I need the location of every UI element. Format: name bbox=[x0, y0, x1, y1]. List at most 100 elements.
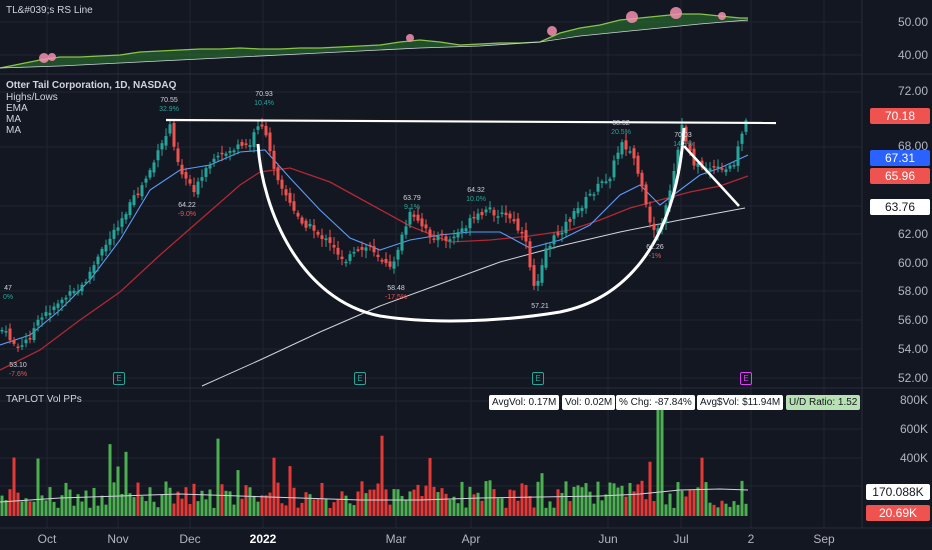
candle-body bbox=[516, 218, 520, 231]
pivot-annotation: 61.26 -1% bbox=[646, 244, 664, 260]
volume-bar bbox=[64, 482, 68, 516]
volume-bar bbox=[568, 501, 572, 516]
candle-body bbox=[396, 249, 400, 260]
time-axis-label: Dec bbox=[179, 532, 201, 546]
earnings-badge[interactable]: E bbox=[532, 372, 544, 385]
candle-body bbox=[284, 189, 288, 196]
candle-body bbox=[708, 168, 712, 171]
volume-bar bbox=[572, 486, 576, 516]
candle-body bbox=[368, 244, 372, 247]
candle-body bbox=[560, 232, 564, 235]
ma-legend[interactable]: MA bbox=[6, 114, 21, 125]
candle-body bbox=[672, 171, 676, 193]
candle-body bbox=[100, 248, 104, 256]
volume-pane-label[interactable]: TAPLOT Vol PPs bbox=[6, 394, 82, 405]
volume-bar bbox=[456, 503, 460, 516]
candle-body bbox=[292, 201, 296, 211]
volume-bar bbox=[544, 507, 548, 516]
volume-axis-tick: 600K bbox=[899, 422, 928, 436]
candle-body bbox=[168, 124, 172, 134]
candle-body bbox=[4, 331, 8, 333]
volume-bar bbox=[400, 495, 404, 516]
candle-body bbox=[88, 271, 92, 280]
volume-bar bbox=[160, 494, 164, 516]
candle-body bbox=[256, 126, 260, 130]
candle-body bbox=[500, 212, 504, 215]
volume-bar bbox=[608, 482, 612, 516]
candle-body bbox=[160, 143, 164, 150]
candle-body bbox=[16, 346, 20, 349]
candle-body bbox=[620, 142, 624, 155]
candle-body bbox=[460, 228, 464, 232]
volume-bar bbox=[688, 490, 692, 516]
highs-lows-legend[interactable]: Highs/Lows bbox=[6, 92, 58, 103]
volume-bar bbox=[56, 507, 60, 516]
candle-body bbox=[176, 148, 180, 162]
candle-body bbox=[392, 261, 396, 269]
upcoming-earnings-badge[interactable]: E bbox=[740, 372, 752, 385]
volume-bar bbox=[260, 495, 264, 516]
earnings-badge[interactable]: E bbox=[113, 372, 125, 385]
earnings-badge[interactable]: E bbox=[354, 372, 366, 385]
volume-bar bbox=[92, 487, 96, 516]
volume-bar bbox=[452, 496, 456, 516]
volume-bar bbox=[424, 485, 428, 516]
candle-body bbox=[572, 211, 576, 219]
volume-bar bbox=[168, 487, 172, 516]
candle-body bbox=[80, 284, 84, 292]
volume-bar bbox=[340, 491, 344, 516]
volume-bar bbox=[272, 457, 276, 516]
volume-bar bbox=[280, 503, 284, 516]
time-axis-label: Apr bbox=[461, 532, 481, 546]
candle-body bbox=[372, 246, 376, 253]
candle-body bbox=[584, 196, 588, 209]
volume-bar bbox=[136, 482, 140, 516]
rs-line-ma bbox=[0, 19, 749, 69]
rs-new-high-markers bbox=[39, 7, 726, 63]
candle-body bbox=[336, 247, 340, 255]
volume-bar bbox=[288, 466, 292, 516]
volume-bar bbox=[20, 501, 24, 516]
price-axis-tick: 60.00 bbox=[897, 256, 928, 270]
candle-body bbox=[228, 151, 232, 153]
volume-bar bbox=[348, 503, 352, 516]
time-axis-label: 2 bbox=[747, 532, 755, 546]
rs-axis-tick: 50.00 bbox=[897, 15, 928, 29]
volume-bar bbox=[224, 490, 228, 516]
candle-body bbox=[548, 245, 552, 250]
volume-bar bbox=[584, 483, 588, 516]
volume-bar bbox=[596, 481, 600, 516]
volume-bar bbox=[32, 501, 36, 516]
volume-bar bbox=[600, 500, 604, 516]
volume-bar bbox=[24, 498, 28, 516]
candle-body bbox=[272, 150, 276, 169]
ma-legend-2[interactable]: MA bbox=[6, 125, 21, 136]
volume-bar bbox=[700, 457, 704, 516]
volume-bar bbox=[740, 480, 744, 516]
volume-bar bbox=[76, 494, 80, 516]
vol-stat: Vol: 0.02M bbox=[562, 395, 616, 410]
ema-legend[interactable]: EMA bbox=[6, 103, 28, 114]
candle-body bbox=[136, 193, 140, 196]
candle-body bbox=[332, 244, 336, 248]
candle-body bbox=[72, 290, 76, 294]
candle-body bbox=[44, 312, 48, 316]
avg-dollar-vol-stat: Avg$Vol: $11.94M bbox=[697, 395, 784, 410]
candle-body bbox=[492, 209, 496, 216]
candle-body bbox=[68, 291, 72, 296]
volume-bar bbox=[164, 481, 168, 516]
candle-body bbox=[684, 126, 688, 142]
symbol-legend[interactable]: Otter Tail Corporation, 1D, NASDAQ bbox=[6, 80, 177, 91]
volume-bar bbox=[276, 482, 280, 516]
candle-body bbox=[636, 155, 640, 174]
volume-bar bbox=[144, 500, 148, 516]
ema-price-box: 67.31 bbox=[870, 150, 930, 166]
volume-bar bbox=[336, 499, 340, 516]
pivot-annotation: 63.79 9.1% bbox=[403, 195, 421, 211]
candle-body bbox=[216, 155, 220, 158]
candle-body bbox=[248, 145, 252, 147]
volume-bar bbox=[516, 500, 520, 516]
volume-bar bbox=[352, 505, 356, 516]
